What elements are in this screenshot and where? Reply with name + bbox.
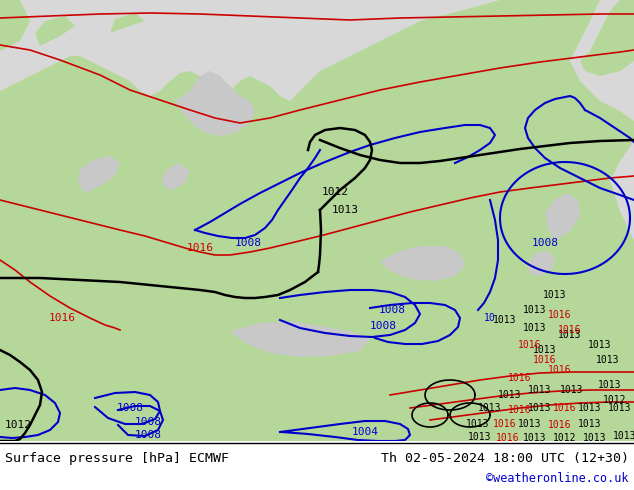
Text: 1013: 1013 xyxy=(528,385,552,395)
Text: 1013: 1013 xyxy=(543,290,567,300)
Text: 1016: 1016 xyxy=(508,373,532,383)
Text: 1013: 1013 xyxy=(518,419,541,429)
Text: ©weatheronline.co.uk: ©weatheronline.co.uk xyxy=(486,471,629,485)
Text: 1013: 1013 xyxy=(559,330,582,340)
Text: 1016: 1016 xyxy=(518,340,541,350)
Text: 1016: 1016 xyxy=(186,243,214,253)
Polygon shape xyxy=(175,71,255,136)
Polygon shape xyxy=(545,193,580,241)
Text: 1013: 1013 xyxy=(528,403,552,413)
Text: 1013: 1013 xyxy=(523,433,547,443)
Text: 1013: 1013 xyxy=(478,403,501,413)
Text: 1013: 1013 xyxy=(466,419,489,429)
Text: 1013: 1013 xyxy=(588,340,612,350)
Text: Th 02-05-2024 18:00 UTC (12+30): Th 02-05-2024 18:00 UTC (12+30) xyxy=(381,451,629,465)
Polygon shape xyxy=(110,13,145,33)
Text: 1008: 1008 xyxy=(370,321,396,331)
Polygon shape xyxy=(35,16,75,46)
Text: 1008: 1008 xyxy=(134,417,162,427)
Text: 1016: 1016 xyxy=(553,403,577,413)
Text: 10: 10 xyxy=(484,313,496,323)
Text: 1012: 1012 xyxy=(321,187,349,197)
Text: 1013: 1013 xyxy=(596,355,620,365)
Text: 1012: 1012 xyxy=(4,420,32,430)
Text: 1016: 1016 xyxy=(48,313,75,323)
Text: 1013: 1013 xyxy=(560,385,584,395)
Text: 1008: 1008 xyxy=(235,238,261,248)
Text: 1013: 1013 xyxy=(578,419,602,429)
Text: 1013: 1013 xyxy=(578,403,602,413)
Text: 1016: 1016 xyxy=(548,420,572,430)
Text: 1013: 1013 xyxy=(533,345,557,355)
Text: 1008: 1008 xyxy=(531,238,559,248)
Text: 1016: 1016 xyxy=(508,405,532,415)
Text: 1004: 1004 xyxy=(351,427,378,437)
Text: 1013: 1013 xyxy=(598,380,622,390)
Text: 1012: 1012 xyxy=(553,433,577,443)
Text: 1013: 1013 xyxy=(583,433,607,443)
Text: 1013: 1013 xyxy=(608,403,631,413)
Text: 1013: 1013 xyxy=(493,315,517,325)
Text: 1016: 1016 xyxy=(548,365,572,375)
Text: 1016: 1016 xyxy=(559,325,582,335)
Text: 1016: 1016 xyxy=(548,310,572,320)
Text: 1016: 1016 xyxy=(493,419,517,429)
Polygon shape xyxy=(0,0,634,441)
Polygon shape xyxy=(528,251,555,276)
Text: Surface pressure [hPa] ECMWF: Surface pressure [hPa] ECMWF xyxy=(5,451,229,465)
Text: 1016: 1016 xyxy=(496,433,520,443)
Polygon shape xyxy=(162,163,190,191)
Polygon shape xyxy=(78,156,120,193)
Text: 1016: 1016 xyxy=(533,355,557,365)
Polygon shape xyxy=(0,0,30,51)
Text: 1008: 1008 xyxy=(117,403,143,413)
Text: 1008: 1008 xyxy=(134,430,162,440)
Text: 1013: 1013 xyxy=(469,432,492,442)
Text: 1013: 1013 xyxy=(332,205,358,215)
Text: 1012: 1012 xyxy=(603,395,627,405)
Polygon shape xyxy=(380,246,465,281)
Text: 1008: 1008 xyxy=(378,305,406,315)
Text: 1013: 1013 xyxy=(523,305,547,315)
Polygon shape xyxy=(230,321,370,357)
Polygon shape xyxy=(580,0,634,76)
Text: 1013: 1013 xyxy=(613,431,634,441)
Text: 1013: 1013 xyxy=(523,323,547,333)
Text: 1013: 1013 xyxy=(498,390,522,400)
